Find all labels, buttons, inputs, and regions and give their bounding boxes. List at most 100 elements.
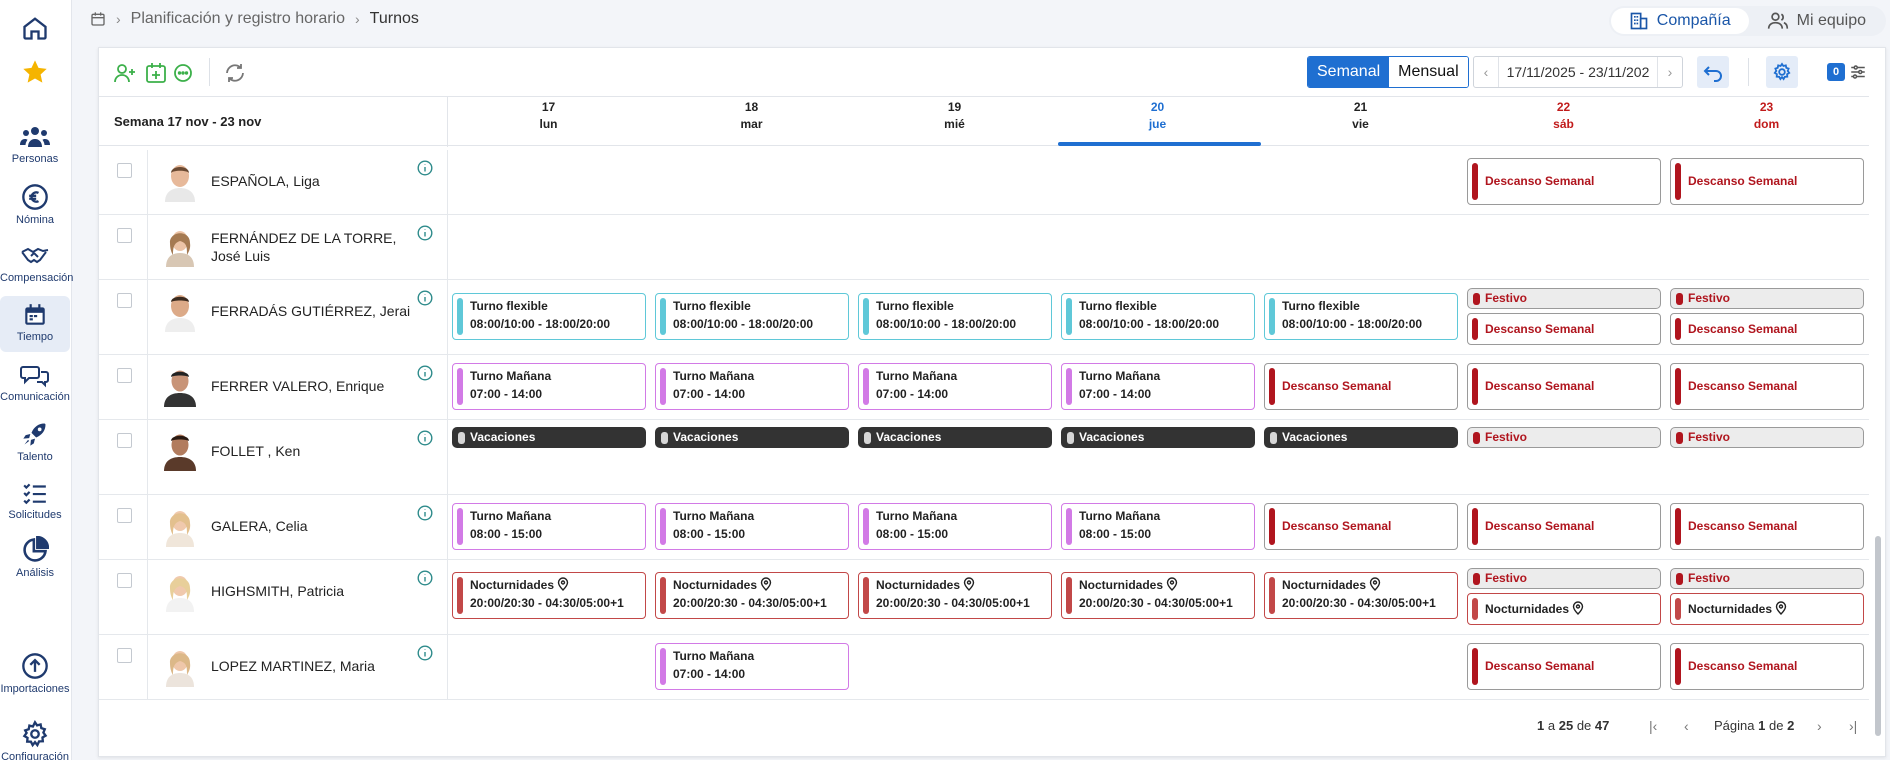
nav-importaciones[interactable]: Importaciones: [0, 652, 70, 695]
row-checkbox[interactable]: [117, 648, 132, 663]
shift-night[interactable]: Nocturnidades 20:00/20:30 - 04:30/05:00+1: [655, 572, 849, 619]
employee-name[interactable]: FERNÁNDEZ DE LA TORRE, José Luis: [211, 230, 397, 264]
employee-name[interactable]: FERRADÁS GUTIÉRREZ, Jerai: [211, 303, 411, 319]
shift-night[interactable]: Nocturnidades: [1670, 593, 1864, 625]
employee-name[interactable]: HIGHSMITH, Patricia: [211, 583, 345, 599]
shift-night[interactable]: Nocturnidades 20:00/20:30 - 04:30/05:00+1: [858, 572, 1052, 619]
info-icon[interactable]: [417, 365, 433, 381]
shift-flexible[interactable]: Turno flexible 08:00/10:00 - 18:00/20:00: [655, 293, 849, 340]
vacation-pill[interactable]: Vacaciones: [858, 427, 1052, 448]
company-tab[interactable]: Compañía: [1610, 8, 1749, 34]
shift-rest[interactable]: Descanso Semanal: [1670, 158, 1864, 205]
first-page-button[interactable]: |‹: [1649, 718, 1658, 734]
info-icon[interactable]: [417, 430, 433, 446]
shift-morning[interactable]: Turno Mañana 08:00 - 15:00: [655, 503, 849, 550]
shift-rest[interactable]: Descanso Semanal: [1264, 363, 1458, 410]
shift-rest[interactable]: Descanso Semanal: [1467, 503, 1661, 550]
shift-rest[interactable]: Descanso Semanal: [1670, 643, 1864, 690]
scroll-thumb[interactable]: [1875, 536, 1881, 736]
add-calendar-icon[interactable]: [144, 61, 168, 85]
shift-rest[interactable]: Descanso Semanal: [1467, 313, 1661, 345]
info-icon[interactable]: [417, 505, 433, 521]
shift-flexible[interactable]: Turno flexible 08:00/10:00 - 18:00/20:00: [858, 293, 1052, 340]
next-page-button[interactable]: ›: [1817, 718, 1822, 734]
employee-name[interactable]: ESPAÑOLA, Liga: [211, 173, 320, 189]
row-checkbox[interactable]: [117, 163, 132, 178]
breadcrumb-parent[interactable]: Planificación y registro horario: [130, 10, 345, 27]
vacation-pill[interactable]: Vacaciones: [1061, 427, 1255, 448]
row-checkbox[interactable]: [117, 368, 132, 383]
shift-flexible[interactable]: Turno flexible 08:00/10:00 - 18:00/20:00: [1061, 293, 1255, 340]
shift-night[interactable]: Nocturnidades 20:00/20:30 - 04:30/05:00+1: [1061, 572, 1255, 619]
holiday-pill[interactable]: Festivo: [1467, 288, 1661, 309]
nav-compensacion[interactable]: Compensación: [0, 243, 73, 284]
nav-favorites[interactable]: [0, 58, 70, 89]
employee-name[interactable]: FOLLET , Ken: [211, 443, 301, 459]
row-checkbox[interactable]: [117, 293, 132, 308]
shift-flexible[interactable]: Turno flexible 08:00/10:00 - 18:00/20:00: [452, 293, 646, 340]
refresh-icon[interactable]: [223, 61, 247, 85]
nav-solicitudes[interactable]: Solicitudes: [0, 480, 70, 521]
more-options-icon[interactable]: [171, 61, 195, 85]
filter-sliders-icon[interactable]: [1849, 63, 1867, 81]
row-checkbox[interactable]: [117, 573, 132, 588]
holiday-pill[interactable]: Festivo: [1467, 568, 1661, 589]
holiday-pill[interactable]: Festivo: [1670, 427, 1864, 448]
employee-name[interactable]: FERRER VALERO, Enrique: [211, 378, 385, 394]
info-icon[interactable]: [417, 225, 433, 241]
date-range-input[interactable]: 17/11/2025 - 23/11/202: [1498, 57, 1658, 87]
nav-comunicacion[interactable]: Comunicación: [0, 362, 70, 403]
info-icon[interactable]: [417, 290, 433, 306]
next-week-button[interactable]: ›: [1667, 64, 1673, 80]
nav-configuracion[interactable]: Configuración: [0, 720, 70, 760]
info-icon[interactable]: [417, 160, 433, 176]
shift-morning[interactable]: Turno Mañana 08:00 - 15:00: [452, 503, 646, 550]
nav-home[interactable]: [0, 14, 70, 45]
shift-morning[interactable]: Turno Mañana 07:00 - 14:00: [452, 363, 646, 410]
shift-flexible[interactable]: Turno flexible 08:00/10:00 - 18:00/20:00: [1264, 293, 1458, 340]
holiday-pill[interactable]: Festivo: [1670, 568, 1864, 589]
add-person-icon[interactable]: [113, 61, 137, 85]
nav-analisis[interactable]: Análisis: [0, 536, 70, 579]
vertical-scrollbar[interactable]: [1873, 146, 1883, 744]
shift-morning[interactable]: Turno Mañana 08:00 - 15:00: [1061, 503, 1255, 550]
nav-nomina[interactable]: Nómina: [0, 183, 70, 226]
shift-rest[interactable]: Descanso Semanal: [1467, 158, 1661, 205]
shift-night[interactable]: Nocturnidades 20:00/20:30 - 04:30/05:00+1: [1264, 572, 1458, 619]
info-icon[interactable]: [417, 645, 433, 661]
vacation-pill[interactable]: Vacaciones: [655, 427, 849, 448]
shift-rest[interactable]: Descanso Semanal: [1467, 363, 1661, 410]
shift-night[interactable]: Nocturnidades 20:00/20:30 - 04:30/05:00+1: [452, 572, 646, 619]
prev-week-button[interactable]: ‹: [1483, 64, 1489, 80]
undo-button[interactable]: [1697, 56, 1729, 88]
prev-page-button[interactable]: ‹: [1684, 718, 1689, 734]
vacation-pill[interactable]: Vacaciones: [1264, 427, 1458, 448]
shift-night[interactable]: Nocturnidades: [1467, 593, 1661, 625]
holiday-pill[interactable]: Festivo: [1670, 288, 1864, 309]
last-page-button[interactable]: ›|: [1849, 718, 1858, 734]
nav-tiempo[interactable]: Tiempo: [0, 296, 70, 352]
row-checkbox[interactable]: [117, 433, 132, 448]
shift-rest[interactable]: Descanso Semanal: [1264, 503, 1458, 550]
shift-morning[interactable]: Turno Mañana 07:00 - 14:00: [655, 643, 849, 690]
shift-morning[interactable]: Turno Mañana 08:00 - 15:00: [858, 503, 1052, 550]
shift-morning[interactable]: Turno Mañana 07:00 - 14:00: [1061, 363, 1255, 410]
row-checkbox[interactable]: [117, 228, 132, 243]
shift-rest[interactable]: Descanso Semanal: [1670, 313, 1864, 345]
nav-personas[interactable]: Personas: [0, 124, 70, 165]
employee-name[interactable]: GALERA, Celia: [211, 518, 308, 534]
holiday-pill[interactable]: Festivo: [1467, 427, 1661, 448]
shift-morning[interactable]: Turno Mañana 07:00 - 14:00: [655, 363, 849, 410]
settings-button[interactable]: [1766, 56, 1798, 88]
shift-rest[interactable]: Descanso Semanal: [1467, 643, 1661, 690]
team-tab[interactable]: Mi equipo: [1749, 8, 1884, 34]
info-icon[interactable]: [417, 570, 433, 586]
shift-morning[interactable]: Turno Mañana 07:00 - 14:00: [858, 363, 1052, 410]
shift-rest[interactable]: Descanso Semanal: [1670, 503, 1864, 550]
nav-talento[interactable]: Talento: [0, 420, 70, 463]
vacation-pill[interactable]: Vacaciones: [452, 427, 646, 448]
weekly-button[interactable]: Semanal: [1308, 57, 1390, 87]
monthly-button[interactable]: Mensual: [1389, 57, 1468, 87]
row-checkbox[interactable]: [117, 508, 132, 523]
employee-name[interactable]: LOPEZ MARTINEZ, Maria: [211, 658, 375, 674]
